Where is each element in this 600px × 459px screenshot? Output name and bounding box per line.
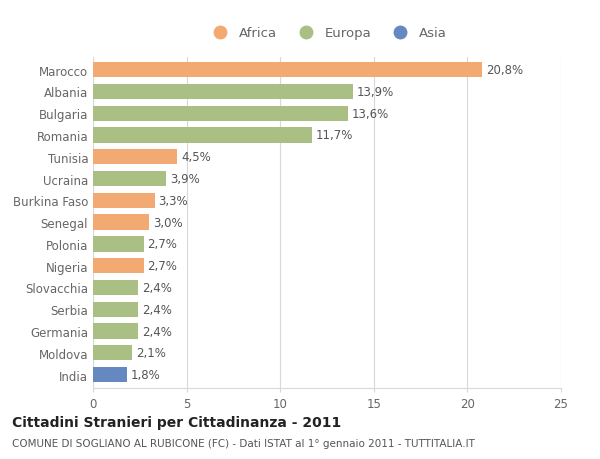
Text: 13,9%: 13,9% bbox=[357, 86, 394, 99]
Bar bbox=[93, 258, 143, 274]
Text: 2,4%: 2,4% bbox=[142, 325, 172, 338]
Text: 3,0%: 3,0% bbox=[153, 216, 182, 229]
Bar bbox=[93, 106, 347, 122]
Bar bbox=[93, 237, 143, 252]
Text: 3,9%: 3,9% bbox=[170, 173, 200, 185]
Bar bbox=[93, 63, 482, 78]
Legend: Africa, Europa, Asia: Africa, Europa, Asia bbox=[203, 23, 451, 44]
Text: 2,4%: 2,4% bbox=[142, 303, 172, 316]
Text: 2,7%: 2,7% bbox=[147, 260, 177, 273]
Text: 13,6%: 13,6% bbox=[352, 107, 389, 120]
Text: Cittadini Stranieri per Cittadinanza - 2011: Cittadini Stranieri per Cittadinanza - 2… bbox=[12, 415, 341, 429]
Bar bbox=[93, 280, 138, 296]
Bar bbox=[93, 215, 149, 230]
Text: 20,8%: 20,8% bbox=[486, 64, 523, 77]
Bar bbox=[93, 193, 155, 208]
Text: 11,7%: 11,7% bbox=[316, 129, 353, 142]
Bar bbox=[93, 128, 312, 143]
Text: 1,8%: 1,8% bbox=[130, 368, 160, 381]
Bar bbox=[93, 302, 138, 317]
Text: 3,3%: 3,3% bbox=[158, 195, 188, 207]
Text: 2,1%: 2,1% bbox=[136, 347, 166, 359]
Text: COMUNE DI SOGLIANO AL RUBICONE (FC) - Dati ISTAT al 1° gennaio 2011 - TUTTITALIA: COMUNE DI SOGLIANO AL RUBICONE (FC) - Da… bbox=[12, 438, 475, 448]
Bar bbox=[93, 324, 138, 339]
Bar bbox=[93, 150, 177, 165]
Text: 2,4%: 2,4% bbox=[142, 281, 172, 294]
Text: 2,7%: 2,7% bbox=[147, 238, 177, 251]
Bar bbox=[93, 346, 133, 361]
Bar bbox=[93, 367, 127, 382]
Bar bbox=[93, 172, 166, 187]
Text: 4,5%: 4,5% bbox=[181, 151, 211, 164]
Bar bbox=[93, 84, 353, 100]
